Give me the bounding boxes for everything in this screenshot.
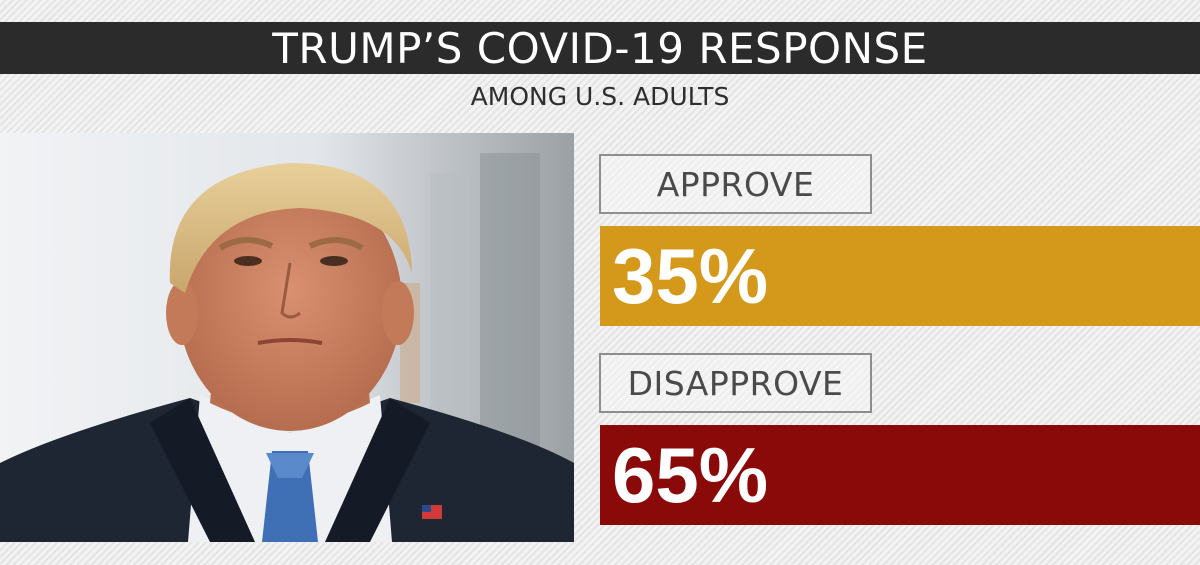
- approve-value-label: 35%: [612, 232, 769, 320]
- approve-bar-track: 35%: [600, 226, 1200, 326]
- approve-label-box: APPROVE: [599, 154, 872, 214]
- disapprove-label: DISAPPROVE: [627, 363, 844, 403]
- approve-label: APPROVE: [656, 164, 815, 204]
- chart-title-bar: TRUMP’S COVID-19 RESPONSE: [0, 22, 1200, 74]
- approve-bar: [600, 226, 1200, 326]
- chart-title: TRUMP’S COVID-19 RESPONSE: [272, 23, 928, 73]
- disapprove-label-box: DISAPPROVE: [599, 353, 872, 413]
- portrait-photo: [0, 133, 574, 542]
- disapprove-bar-track: 65%: [600, 425, 1200, 525]
- chart-subtitle: AMONG U.S. ADULTS: [470, 82, 730, 111]
- disapprove-value-label: 65%: [612, 431, 769, 519]
- disapprove-bar: [600, 425, 1200, 525]
